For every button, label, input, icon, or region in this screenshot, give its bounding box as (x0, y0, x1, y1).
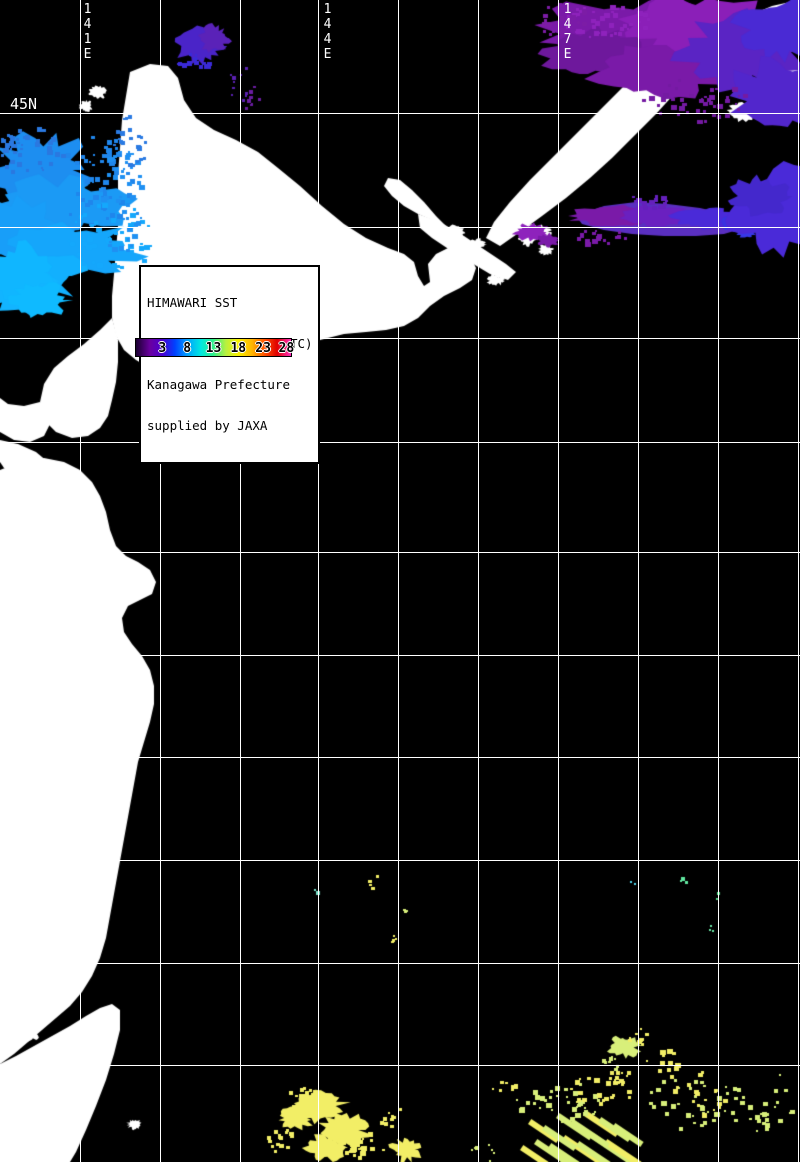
grid-line-vertical-8 (718, 0, 719, 1162)
grid-line-horizontal-9 (0, 1065, 800, 1066)
colorbar: 3 8 13 18 23 28 (135, 338, 295, 357)
longitude-label-147e: 147E (560, 2, 575, 62)
grid-line-horizontal-5 (0, 655, 800, 656)
grid-line-vertical-4 (398, 0, 399, 1162)
info-box: HIMAWARI SST 2026/02/24 10:00 (UTC) Kana… (139, 265, 320, 465)
colorbar-tick-8: 8 (183, 341, 192, 356)
grid-line-vertical-3 (318, 0, 319, 1162)
grid-line-horizontal-3 (0, 442, 800, 443)
colorbar-tick-23: 23 (255, 341, 271, 356)
colorbar-gradient (136, 339, 291, 356)
grid-line-horizontal-7 (0, 860, 800, 861)
colorbar-tick-28: 28 (278, 341, 295, 356)
info-region: Kanagawa Prefecture (147, 376, 290, 392)
latitude-label-45n: 45N (10, 95, 38, 113)
longitude-label-144e: 144E (320, 2, 335, 62)
grid-line-horizontal-4 (0, 552, 800, 553)
grid-line-vertical-9 (798, 0, 799, 1162)
grid-line-vertical-7 (638, 0, 639, 1162)
grid-line-horizontal-1 (0, 227, 800, 228)
longitude-label-141e: 141E (80, 2, 95, 62)
colorbar-tick-18: 18 (230, 341, 247, 356)
grid-line-vertical-5 (478, 0, 479, 1162)
info-credit: supplied by JAXA (147, 417, 268, 433)
grid-line-vertical-6 (558, 0, 559, 1162)
grid-line-horizontal-8 (0, 963, 800, 964)
colorbar-tick-3: 3 (158, 341, 167, 356)
info-title: HIMAWARI SST (147, 295, 238, 311)
grid-line-horizontal-6 (0, 757, 800, 758)
grid-line-horizontal-0 (0, 113, 800, 114)
grid-line-vertical-1 (160, 0, 161, 1162)
colorbar-tick-13: 13 (205, 341, 222, 356)
grid-line-vertical-2 (240, 0, 241, 1162)
grid-line-horizontal-2 (0, 338, 800, 339)
grid-line-vertical-0 (80, 0, 81, 1162)
